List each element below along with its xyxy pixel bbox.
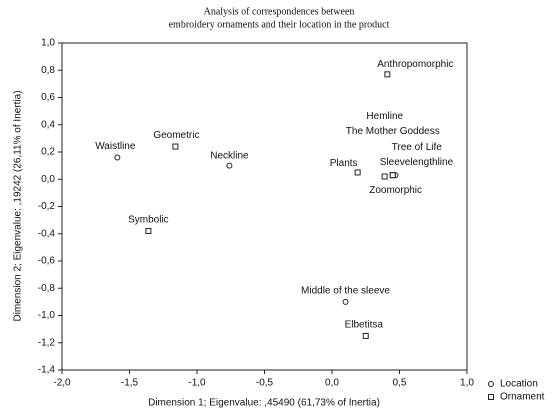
- point-label: The Mother Goddess: [346, 126, 440, 137]
- point-label: Geometric: [153, 130, 199, 141]
- y-tick-label: -1,2: [38, 337, 56, 348]
- point-label: Sleevelengthline: [380, 157, 454, 168]
- point-label: Hemline: [366, 111, 403, 122]
- point: [145, 228, 152, 235]
- point-label: Zoomorphic: [369, 185, 422, 196]
- y-tick-label: 0,0: [41, 174, 55, 185]
- legend-label: Location: [500, 379, 538, 390]
- chart-title: Analysis of correspondences between: [204, 6, 355, 17]
- x-tick-label: 0,5: [393, 378, 407, 389]
- x-tick-label: -0,5: [256, 378, 274, 389]
- y-tick-label: -0,6: [38, 256, 56, 267]
- point-label: Neckline: [210, 150, 249, 161]
- point: [226, 162, 233, 169]
- point: [384, 71, 391, 78]
- legend-marker: [488, 381, 494, 387]
- point-label: Middle of the sleeve: [301, 286, 390, 297]
- y-tick-label: -1,0: [38, 310, 56, 321]
- point: [381, 173, 388, 180]
- point: [172, 143, 179, 150]
- y-tick-label: 0,8: [41, 65, 55, 76]
- legend-marker: [488, 394, 494, 400]
- y-tick-label: -1,4: [38, 365, 56, 376]
- x-tick-label: 0,0: [325, 378, 339, 389]
- y-tick-label: -0,4: [38, 228, 56, 239]
- point-label: Elbetitsa: [345, 320, 384, 331]
- point: [362, 332, 369, 339]
- x-tick-label: -1,0: [188, 378, 206, 389]
- point-label: Symbolic: [128, 215, 169, 226]
- point-label: Waistline: [95, 141, 136, 152]
- plot-frame: [61, 42, 468, 371]
- y-tick-label: 0,2: [41, 147, 55, 158]
- y-tick-label: 1,0: [41, 38, 55, 49]
- y-tick-label: 0,6: [41, 92, 55, 103]
- y-tick-label: -0,2: [38, 201, 56, 212]
- y-tick-label: 0,4: [41, 119, 55, 130]
- y-tick-label: -0,8: [38, 283, 56, 294]
- point-label: Plants: [330, 158, 358, 169]
- point: [114, 154, 121, 161]
- point-label: Anthropomorphic: [377, 59, 453, 70]
- x-tick-label: -1,5: [121, 378, 139, 389]
- point: [389, 172, 396, 179]
- x-axis-label: Dimension 1; Eigenvalue: ,45490 (61,73% …: [148, 398, 380, 409]
- point-label: Tree of Life: [392, 142, 443, 153]
- point: [354, 169, 361, 176]
- y-axis-label: Dimension 2; Eigenvalue: ,19242 (26,11% …: [13, 90, 24, 321]
- legend-label: Ornament: [500, 392, 545, 403]
- x-tick-label: -2,0: [53, 378, 71, 389]
- x-tick-label: 1,0: [460, 378, 474, 389]
- point: [342, 298, 349, 305]
- chart-subtitle: embroidery ornaments and their location …: [169, 19, 390, 30]
